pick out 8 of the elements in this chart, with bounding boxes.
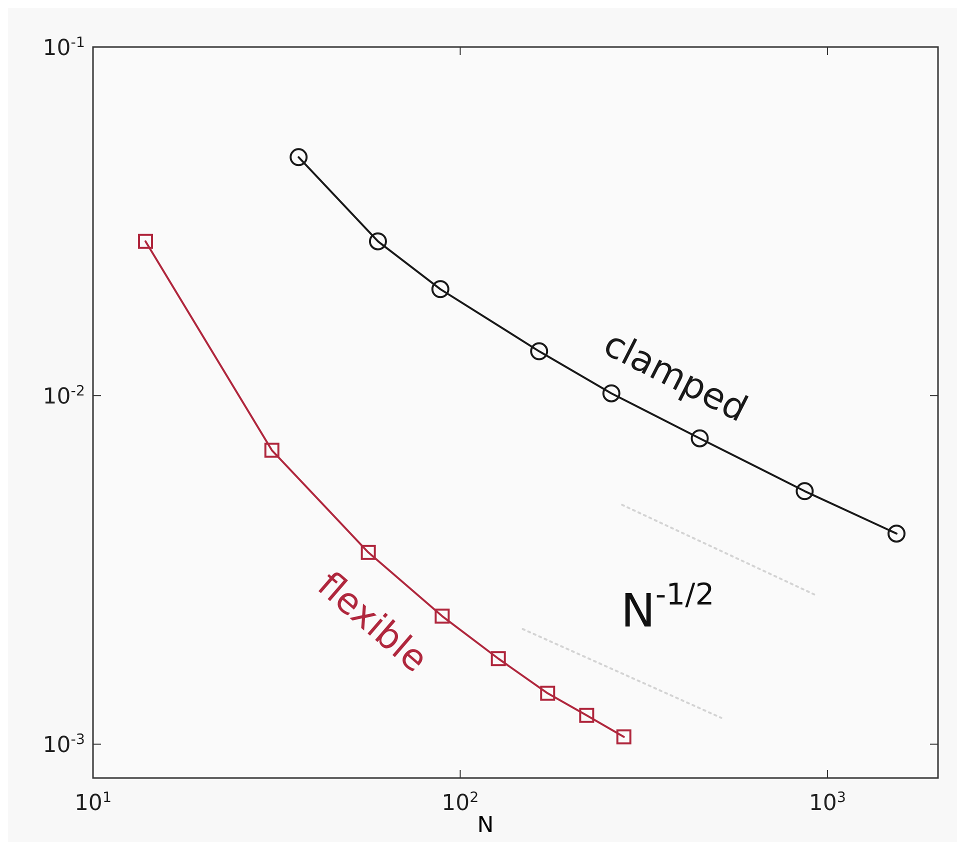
x-tick-label: 10$^{1}$ xyxy=(74,790,112,816)
y-tick-label: 10$^{-2}$ xyxy=(42,384,85,410)
annotation: N$^{-1/2}$ xyxy=(620,577,714,638)
x-axis-title: N xyxy=(477,813,494,838)
y-tick-label: 10$^{-3}$ xyxy=(42,732,85,758)
x-tick-label: 10$^{3}$ xyxy=(808,790,846,816)
x-tick-label: 10$^{2}$ xyxy=(442,790,479,816)
y-tick-label: 10$^{-1}$ xyxy=(42,35,85,61)
